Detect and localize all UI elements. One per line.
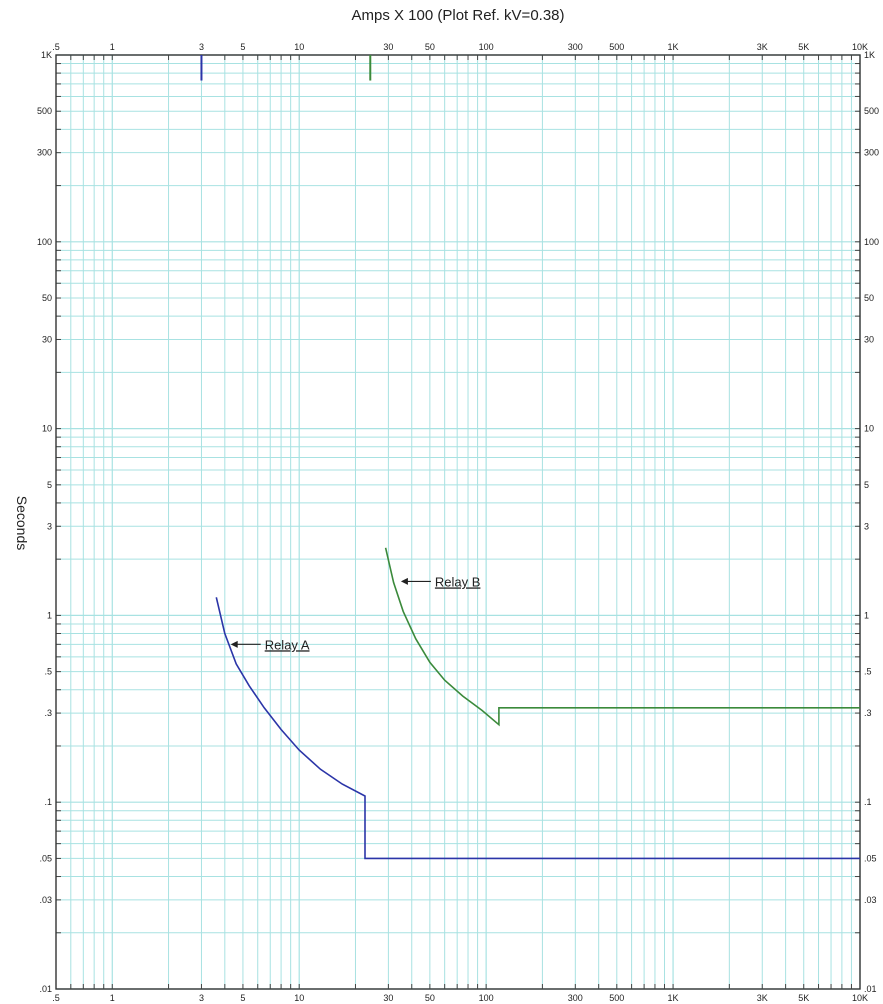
x-tick-label-top: 50 xyxy=(425,42,435,52)
y-tick-label-right: 30 xyxy=(864,334,874,344)
x-tick-label-top: 500 xyxy=(609,42,624,52)
x-tick-label-bottom: 50 xyxy=(425,993,435,1003)
x-tick-label-top: 3K xyxy=(757,42,768,52)
y-tick-label-right: 300 xyxy=(864,148,879,158)
y-tick-label-right: .5 xyxy=(864,667,872,677)
y-tick-label-right: 100 xyxy=(864,237,879,247)
x-tick-label-top: 1K xyxy=(668,42,679,52)
y-tick-label-left: 1K xyxy=(41,50,52,60)
y-tick-label-left: 10 xyxy=(42,424,52,434)
y-tick-label-left: 5 xyxy=(47,480,52,490)
y-tick-label-left: 30 xyxy=(42,334,52,344)
grid xyxy=(55,54,861,990)
y-tick-label-left: 500 xyxy=(37,106,52,116)
y-tick-label-left: .1 xyxy=(44,797,52,807)
x-tick-label-bottom: 5K xyxy=(798,993,809,1003)
annotation-arrowhead xyxy=(230,640,238,648)
series-line-relay-b xyxy=(384,547,860,727)
plot-frame xyxy=(55,54,861,990)
x-tick-label-bottom: 100 xyxy=(479,993,494,1003)
tick-labels: .5 .5 1 1 3 3 5 5 10 10 30 30 50 50 100 100 300 300 500 500… xyxy=(37,42,879,1003)
series xyxy=(200,55,860,860)
x-tick-label-top: 300 xyxy=(568,42,583,52)
x-tick-label-bottom: 5 xyxy=(240,993,245,1003)
x-tick-label-top: 100 xyxy=(479,42,494,52)
x-tick-label-top: 3 xyxy=(199,42,204,52)
y-tick-label-right: 500 xyxy=(864,106,879,116)
x-tick-label-top: 10K xyxy=(852,42,868,52)
x-tick-label-top: 5K xyxy=(798,42,809,52)
y-tick-label-right: 5 xyxy=(864,480,869,490)
series-line-relay-a xyxy=(215,597,860,860)
annotations: Relay A Relay B xyxy=(230,574,481,652)
x-tick-label-bottom: 3 xyxy=(199,993,204,1003)
y-tick-label-left: .3 xyxy=(44,708,52,718)
y-tick-label-left: 1 xyxy=(47,610,52,620)
y-tick-label-right: .05 xyxy=(864,853,877,863)
x-tick-label-bottom: 300 xyxy=(568,993,583,1003)
y-axis-label: Seconds xyxy=(14,496,30,550)
y-tick-label-left: 3 xyxy=(47,521,52,531)
y-tick-label-left: 300 xyxy=(37,148,52,158)
y-tick-label-right: .01 xyxy=(864,984,877,994)
chart-title: Amps X 100 (Plot Ref. kV=0.38) xyxy=(351,7,564,24)
x-tick-label-bottom: 500 xyxy=(609,993,624,1003)
y-tick-label-left: .5 xyxy=(44,667,52,677)
x-tick-label-bottom: 30 xyxy=(383,993,393,1003)
x-tick-label-top: 1 xyxy=(110,42,115,52)
y-tick-label-left: 100 xyxy=(37,237,52,247)
y-tick-label-left: .01 xyxy=(39,984,52,994)
x-tick-label-bottom: 3K xyxy=(757,993,768,1003)
y-tick-label-right: .3 xyxy=(864,708,872,718)
x-tick-label-top: 10 xyxy=(294,42,304,52)
x-tick-label-top: 30 xyxy=(383,42,393,52)
annotation-label: Relay B xyxy=(435,574,481,589)
y-tick-label-right: 3 xyxy=(864,521,869,531)
y-tick-label-left: 50 xyxy=(42,293,52,303)
annotation-arrowhead xyxy=(400,577,408,585)
y-tick-label-right: 1K xyxy=(864,50,875,60)
y-tick-label-right: 50 xyxy=(864,293,874,303)
y-tick-label-right: 10 xyxy=(864,424,874,434)
x-tick-label-bottom: .5 xyxy=(52,993,60,1003)
x-tick-label-bottom: 1K xyxy=(668,993,679,1003)
y-tick-label-left: .03 xyxy=(39,895,52,905)
y-tick-label-left: .05 xyxy=(39,853,52,863)
y-tick-label-right: .1 xyxy=(864,797,872,807)
x-tick-label-top: .5 xyxy=(52,42,60,52)
x-tick-label-bottom: 10K xyxy=(852,993,868,1003)
y-tick-label-right: .03 xyxy=(864,895,877,905)
x-tick-label-bottom: 1 xyxy=(110,993,115,1003)
annotation-label: Relay A xyxy=(265,637,310,652)
y-tick-label-right: 1 xyxy=(864,610,869,620)
x-tick-label-bottom: 10 xyxy=(294,993,304,1003)
x-tick-label-top: 5 xyxy=(240,42,245,52)
